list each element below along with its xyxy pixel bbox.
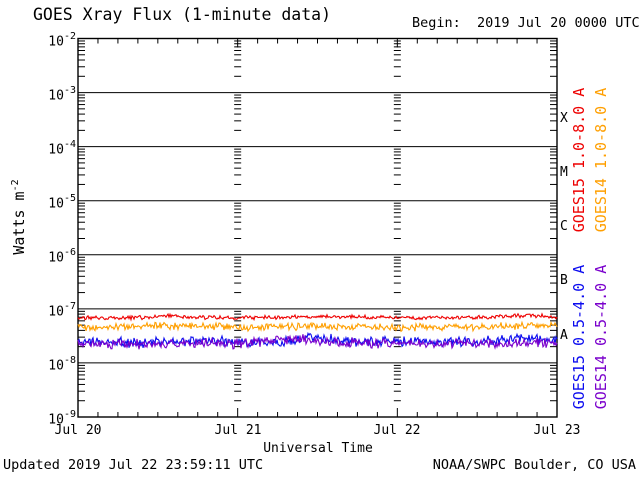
flare-class-m: M [560, 165, 568, 180]
flare-class-a: A [560, 328, 568, 343]
series-goes14-0-5-4-0-a [77, 334, 558, 350]
x-tick-label-jul23: Jul 23 [533, 423, 581, 438]
series-goes15-1-0-8-0-a [77, 312, 558, 322]
series-goes15-0-5-4-0-a [77, 331, 558, 348]
begin-timestamp: Begin: 2019 Jul 20 0000 UTC [412, 15, 640, 31]
legend-goes14-long: GOES14 1.0-8.0 A [592, 87, 610, 233]
flare-class-c: C [560, 219, 568, 234]
legend-goes15-long: GOES15 1.0-8.0 A [570, 87, 588, 233]
y-tick-label-1e-2: 10-2 [48, 31, 76, 50]
y-tick-label-1e-8: 10-8 [48, 355, 76, 374]
updated-timestamp: Updated 2019 Jul 22 23:59:11 UTC [3, 457, 264, 473]
legend-goes15-short: GOES15 0.5-4.0 A [570, 264, 588, 410]
x-tick-label-jul20: Jul 20 [54, 423, 102, 438]
series-goes14-1-0-8-0-a [77, 320, 558, 333]
legend-goes14-short: GOES14 0.5-4.0 A [592, 264, 610, 410]
y-tick-label-1e-3: 10-3 [48, 85, 76, 104]
y-tick-label-1e-4: 10-4 [48, 139, 76, 158]
y-axis-label: Watts m-2 [10, 179, 28, 255]
source-attribution: NOAA/SWPC Boulder, CO USA [432, 457, 636, 473]
y-tick-label-1e-7: 10-7 [48, 301, 76, 320]
x-tick-label-jul21: Jul 21 [214, 423, 262, 438]
flare-class-b: B [560, 273, 568, 288]
x-tick-label-jul22: Jul 22 [373, 423, 421, 438]
chart-title: GOES Xray Flux (1-minute data) [33, 5, 332, 24]
y-tick-label-1e-9: 10-9 [48, 409, 76, 428]
flare-class-x: X [560, 111, 568, 126]
x-axis-label: Universal Time [263, 441, 373, 456]
y-tick-label-1e-5: 10-5 [48, 193, 76, 212]
y-tick-label-1e-6: 10-6 [48, 247, 76, 266]
